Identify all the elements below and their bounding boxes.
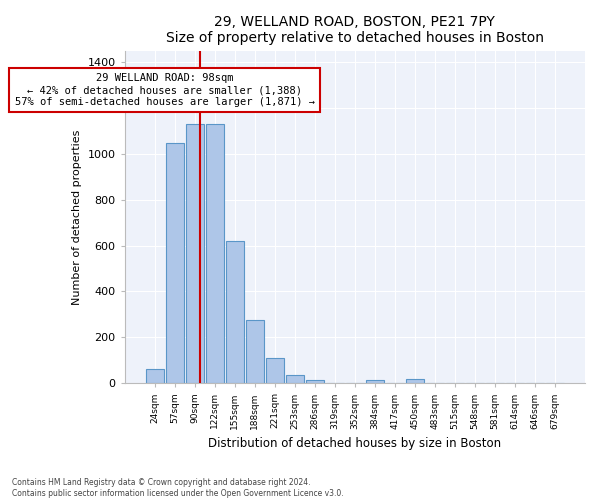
Bar (166, 144, 184, 384)
Bar (266, 358, 284, 384)
Bar (245, 320, 264, 384)
X-axis label: Distribution of detached houses by size in Boston: Distribution of detached houses by size … (208, 437, 502, 450)
Bar (226, 241, 244, 384)
Text: 29 WELLAND ROAD: 98sqm
← 42% of detached houses are smaller (1,388)
57% of semi-: 29 WELLAND ROAD: 98sqm ← 42% of detached… (14, 74, 314, 106)
Bar (406, 378, 424, 384)
Bar (185, 124, 203, 384)
Y-axis label: Number of detached properties: Number of detached properties (72, 129, 82, 304)
Bar (206, 124, 224, 384)
Title: 29, WELLAND ROAD, BOSTON, PE21 7PY
Size of property relative to detached houses : 29, WELLAND ROAD, BOSTON, PE21 7PY Size … (166, 15, 544, 45)
Text: Contains HM Land Registry data © Crown copyright and database right 2024.
Contai: Contains HM Land Registry data © Crown c… (12, 478, 344, 498)
Bar (366, 380, 384, 384)
Bar (146, 370, 164, 384)
Bar (286, 375, 304, 384)
Bar (306, 380, 324, 384)
